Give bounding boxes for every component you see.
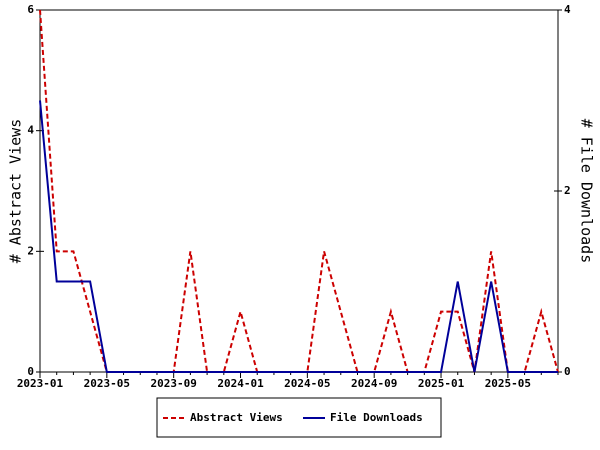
x-tick-label: 2025-01 [418,377,465,390]
legend-box [156,397,442,438]
y2-axis-title: # File Downloads [578,119,596,264]
y-tick-label: 0 [27,365,34,378]
series-line [39,9,559,373]
x-tick-label: 2024-01 [217,377,264,390]
y-tick-label: 6 [27,3,34,16]
x-tick-label: 2024-09 [351,377,397,390]
series-line [39,100,558,373]
y-tick-label: 4 [27,124,34,137]
x-tick-label: 2023-01 [17,377,64,390]
y2-tick-label: 4 [564,3,571,16]
legend-label: Abstract Views [190,411,283,424]
x-tick-label: 2024-05 [284,377,330,390]
x-tick-label: 2023-09 [150,377,196,390]
y-axis-title: # Abstract Views [7,119,25,264]
y2-tick-label: 0 [564,365,571,378]
y2-tick-label: 2 [564,184,571,197]
y-tick-label: 2 [27,244,34,257]
x-tick-label: 2025-05 [485,377,531,390]
plot-frame [39,9,559,373]
x-tick-label: 2023-05 [84,377,130,390]
legend-label: File Downloads [330,411,423,424]
